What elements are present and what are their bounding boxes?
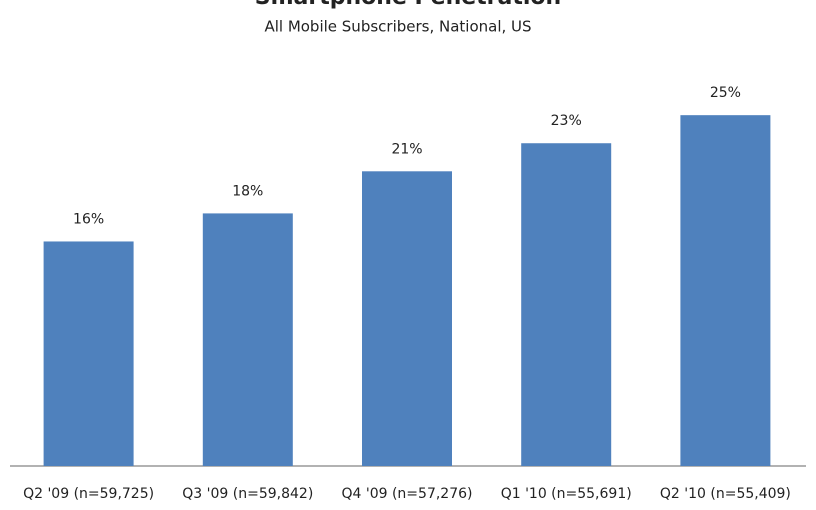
- data-label: 21%: [391, 141, 422, 157]
- bar: [680, 115, 771, 467]
- x-tick-label: Q4 '09 (n=57,276): [341, 486, 472, 502]
- bar: [43, 241, 134, 466]
- data-label: 23%: [551, 113, 582, 129]
- bar: [362, 171, 452, 467]
- x-tick-label: Q2 '09 (n=59,725): [23, 486, 154, 502]
- data-label: 18%: [232, 183, 263, 199]
- x-tick-label: Q2 '10 (n=55,409): [660, 486, 791, 502]
- bar: [521, 143, 612, 466]
- chart-subtitle: All Mobile Subscribers, National, US: [264, 18, 531, 36]
- x-tick-label: Q1 '10 (n=55,691): [501, 486, 632, 502]
- x-tick-label: Q3 '09 (n=59,842): [182, 486, 313, 502]
- data-label: 25%: [710, 85, 741, 101]
- chart-title: Smartphone Penetration: [255, 0, 561, 10]
- data-label: 16%: [73, 211, 104, 227]
- bar: [202, 213, 293, 466]
